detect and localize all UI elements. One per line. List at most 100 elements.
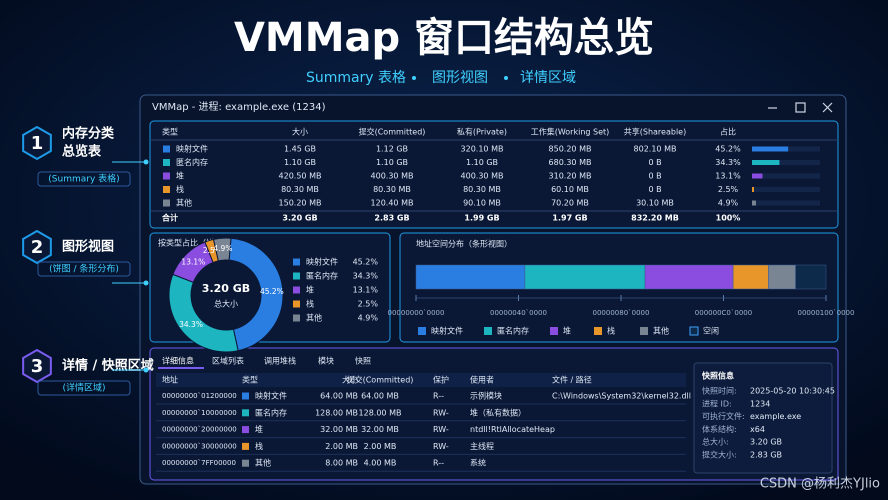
- snapshot-label: 体系结构:: [702, 424, 737, 434]
- snapshot-label: 总大小:: [702, 437, 729, 447]
- table-cell: 850.20 MB: [549, 145, 592, 154]
- share-bar: [752, 146, 789, 152]
- table-cell: 128.00 MB: [315, 408, 358, 417]
- legend-swatch: [689, 326, 699, 336]
- table-cell: 802.10 MB: [634, 145, 677, 154]
- table-header: 大小: [292, 127, 308, 137]
- donut-center-value: 3.20 GB: [202, 282, 250, 295]
- total-cell: 1.97 GB: [552, 214, 587, 223]
- table-cell: 1.45 GB: [284, 145, 316, 154]
- table-cell: 00000000`10000000: [162, 409, 237, 417]
- watermark: CSDN @杨利杰YJlio: [760, 477, 880, 492]
- table-header-bg: [156, 373, 686, 387]
- table-header: 共享(Shareable): [624, 127, 686, 137]
- legend-name: 堆: [563, 326, 571, 336]
- legend-swatch: [293, 272, 300, 280]
- total-cell: 合计: [161, 213, 178, 223]
- table-cell: 2.00 MB: [364, 442, 397, 451]
- table-header: 提交(Committed): [347, 375, 414, 385]
- tab[interactable]: 模块: [318, 356, 334, 366]
- address-segment: [795, 264, 827, 290]
- table-cell: 32.00 MB: [320, 425, 358, 434]
- table-header: 提交(Committed): [359, 127, 426, 137]
- legend-value: 4.9%: [358, 314, 379, 323]
- table-cell: 310.20 MB: [549, 172, 592, 181]
- legend-swatch: [640, 327, 648, 335]
- table-header: 类型: [242, 375, 258, 385]
- table-cell: 1.10 GB: [466, 158, 498, 167]
- table-cell: RW-: [433, 425, 449, 434]
- section-badge: [22, 348, 52, 384]
- table-cell: 34.3%: [715, 158, 741, 167]
- tab[interactable]: 调用堆栈: [264, 356, 296, 366]
- tab[interactable]: 详细信息: [162, 356, 194, 366]
- table-header: 工作集(Working Set): [531, 127, 610, 137]
- section-note: (Summary 表格): [48, 173, 119, 185]
- type-swatch: [242, 442, 249, 450]
- address-segment: [524, 264, 646, 290]
- snapshot-label: 提交大小:: [702, 450, 737, 460]
- section-note-box: [37, 380, 131, 396]
- address-segment: [644, 264, 734, 290]
- legend-name: 栈: [607, 326, 615, 336]
- table-cell: 映射文件: [176, 144, 208, 154]
- subtitle: Summary 表格: [306, 70, 406, 86]
- panel-title: 地址空间分布（条形视图）: [416, 239, 512, 249]
- legend-name: 匿名内存: [497, 326, 529, 336]
- legend-name: 栈: [306, 299, 314, 309]
- table-cell: 堆: [255, 424, 263, 434]
- table-cell: 2.00 MB: [325, 442, 358, 451]
- table-cell: 00000000`20000000: [162, 426, 237, 434]
- table-cell: 420.50 MB: [279, 172, 322, 181]
- table-cell: 0 B: [648, 158, 661, 167]
- type-swatch: [163, 186, 170, 193]
- share-track: [752, 187, 820, 192]
- table-cell: 映射文件: [255, 391, 287, 401]
- table-cell: 其他: [176, 198, 192, 208]
- table-cell: 120.40 MB: [371, 199, 414, 208]
- total-cell: 1.99 GB: [464, 214, 499, 223]
- total-cell: 100%: [716, 214, 741, 223]
- legend-value: 13.1%: [353, 286, 379, 295]
- section-title: 内存分类: [62, 126, 115, 142]
- window-title: VMMap - 进程: example.exe (1234): [152, 101, 326, 113]
- table-cell: 00000000`7FF00000: [162, 459, 236, 467]
- table-cell: 320.10 MB: [461, 145, 504, 154]
- type-swatch: [163, 159, 170, 166]
- legend-name: 堆: [306, 285, 314, 295]
- legend-name: 其他: [653, 326, 669, 336]
- table-cell: 400.30 MB: [461, 172, 504, 181]
- table-cell: 30.10 MB: [636, 199, 674, 208]
- table-cell: C:\Windows\System32\kernel32.dll: [552, 392, 691, 401]
- table-cell: ntdll!RtlAllocateHeap: [470, 425, 555, 434]
- panel-title: 按类型占比（饼图）: [158, 238, 230, 248]
- page-title: VMMap 窗口结构总览: [234, 15, 654, 61]
- table-header: 私有(Private): [457, 127, 507, 137]
- tab[interactable]: 区域列表: [212, 356, 244, 366]
- tab[interactable]: 快照: [355, 356, 371, 366]
- donut-slice: [212, 237, 232, 262]
- table-header: 大小: [342, 375, 358, 385]
- table-header: 类型: [162, 127, 178, 137]
- section-note-box: [37, 171, 131, 187]
- legend-swatch: [293, 300, 300, 308]
- dot: [504, 76, 508, 80]
- table-cell: 90.10 MB: [463, 199, 501, 208]
- table-cell: 主线程: [470, 441, 494, 451]
- table-cell: 45.2%: [715, 145, 741, 154]
- section-title: 详情 / 快照区域: [62, 358, 154, 374]
- snapshot-value: 2.83 GB: [750, 451, 782, 460]
- legend-swatch: [418, 327, 426, 335]
- legend-swatch: [293, 314, 300, 322]
- type-swatch: [163, 199, 170, 207]
- share-bar: [752, 160, 780, 165]
- table-cell: 80.30 MB: [281, 185, 319, 194]
- legend-value: 45.2%: [353, 258, 379, 267]
- table-cell: 匿名内存: [255, 407, 287, 417]
- section-title: 总览表: [62, 144, 102, 160]
- table-cell: 400.30 MB: [371, 172, 414, 181]
- snapshot-value: example.exe: [750, 412, 801, 421]
- total-cell: 2.83 GB: [374, 214, 409, 223]
- window-controls[interactable]: [768, 102, 833, 113]
- table-cell: 1.12 GB: [376, 145, 408, 154]
